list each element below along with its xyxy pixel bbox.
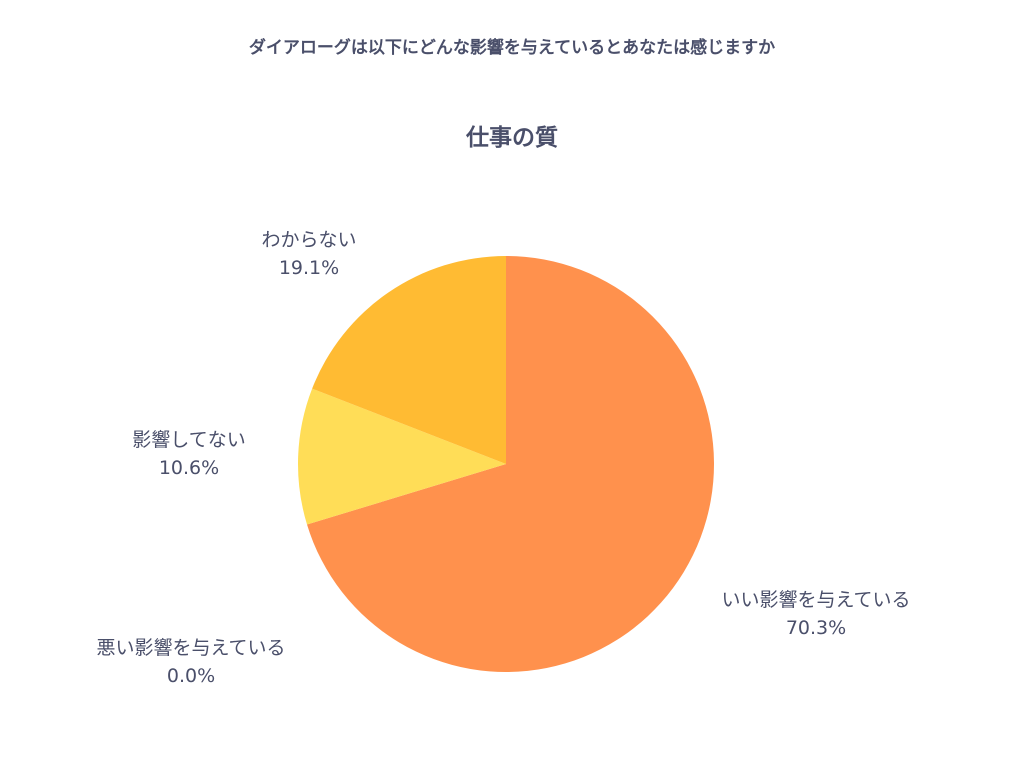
slice-label-good-impact: いい影響を与えている 70.3% <box>721 586 910 642</box>
slice-label-unknown: わからない 19.1% <box>261 226 356 282</box>
survey-question: ダイアローグは以下にどんな影響を与えているとあなたは感じますか <box>248 38 776 58</box>
chart-title: 仕事の質 <box>466 125 558 151</box>
slice-label-percent: 70.3% <box>785 617 847 639</box>
pie-slice-good-impact <box>307 256 715 673</box>
slice-label-name: 悪い影響を与えている <box>96 637 286 659</box>
slice-label-name: いい影響を与えている <box>721 589 911 611</box>
slice-label-percent: 0.0% <box>166 665 216 687</box>
slice-label-percent: 19.1% <box>278 257 340 279</box>
pie-slice-no-impact <box>298 388 506 525</box>
slice-label-no-impact: 影響してない 10.6% <box>132 426 245 482</box>
pie-slice-unknown <box>312 255 506 464</box>
slice-label-bad-impact: 悪い影響を与えている 0.0% <box>96 634 285 690</box>
slice-label-percent: 10.6% <box>158 457 220 479</box>
slice-label-name: わからない <box>261 229 357 251</box>
slice-label-name: 影響してない <box>132 429 246 451</box>
